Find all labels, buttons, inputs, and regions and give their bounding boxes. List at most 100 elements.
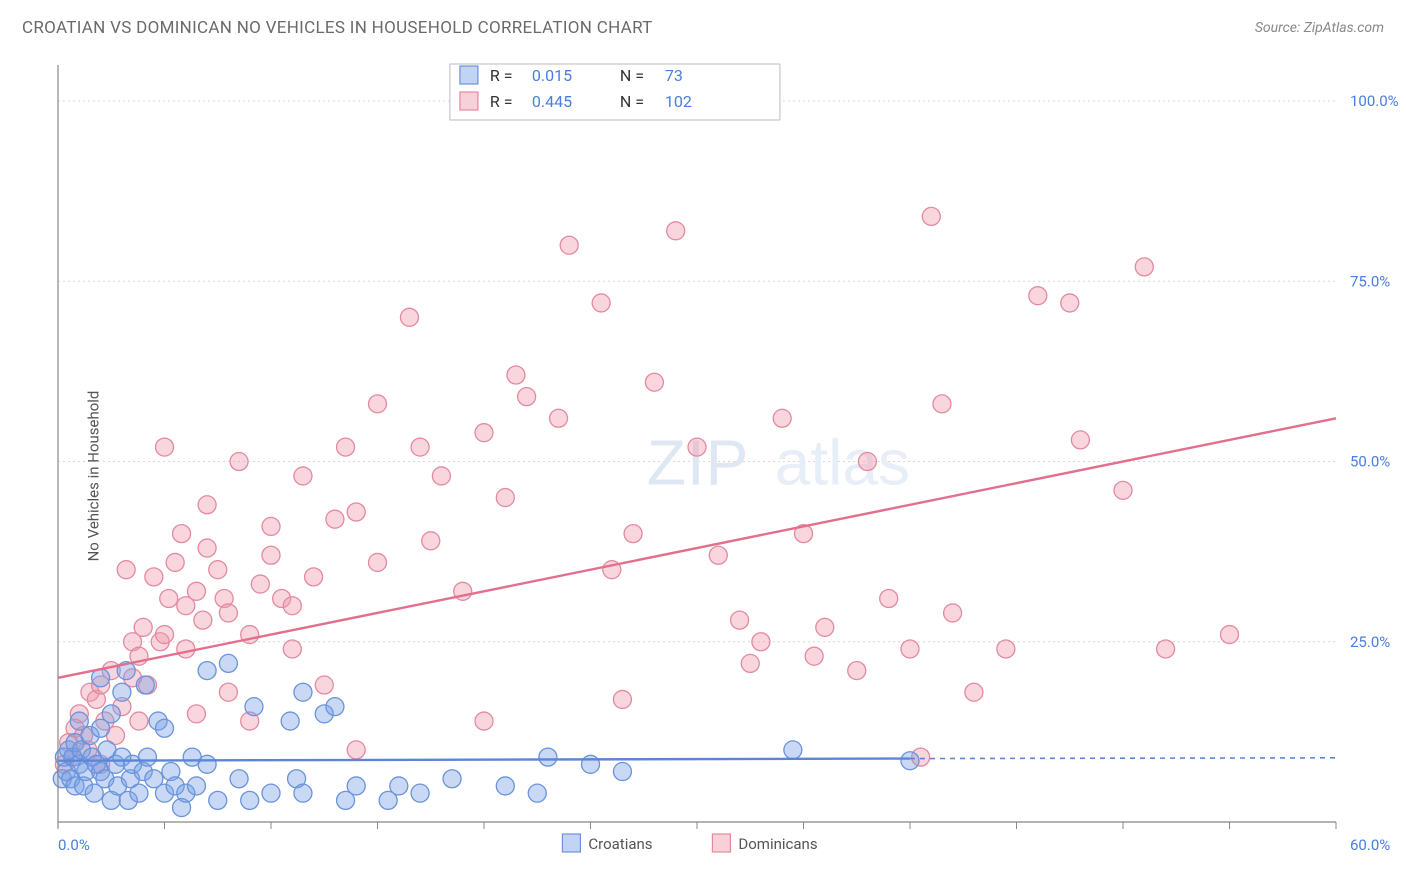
data-point bbox=[347, 741, 365, 759]
trend-line-croatians-ext bbox=[910, 758, 1336, 759]
data-point bbox=[130, 712, 148, 730]
data-point bbox=[187, 705, 205, 723]
svg-text:N =: N = bbox=[620, 92, 644, 111]
data-point bbox=[194, 611, 212, 629]
data-point bbox=[539, 748, 557, 766]
source-credit: Source: ZipAtlas.com bbox=[1255, 20, 1384, 36]
data-point bbox=[901, 752, 919, 770]
data-point bbox=[1157, 640, 1175, 658]
data-point bbox=[156, 626, 174, 644]
data-point bbox=[198, 496, 216, 514]
data-point bbox=[1029, 287, 1047, 305]
data-point bbox=[901, 640, 919, 658]
legend-label: Dominicans bbox=[738, 835, 817, 853]
svg-text:0.445: 0.445 bbox=[532, 92, 572, 111]
data-point bbox=[1061, 294, 1079, 312]
data-point bbox=[592, 294, 610, 312]
data-point bbox=[326, 510, 344, 528]
data-point bbox=[816, 618, 834, 636]
svg-text:50.0%: 50.0% bbox=[1350, 453, 1390, 471]
data-point bbox=[219, 683, 237, 701]
data-point bbox=[1071, 431, 1089, 449]
data-point bbox=[784, 741, 802, 759]
data-point bbox=[198, 539, 216, 557]
data-point bbox=[496, 777, 514, 795]
data-point bbox=[113, 683, 131, 701]
data-point bbox=[251, 575, 269, 593]
y-axis-label: No Vehicles in Household bbox=[84, 391, 102, 562]
data-point bbox=[187, 777, 205, 795]
data-point bbox=[1114, 481, 1132, 499]
data-point bbox=[294, 784, 312, 802]
data-point bbox=[230, 453, 248, 471]
legend-swatch-icon bbox=[712, 834, 730, 852]
data-point bbox=[138, 748, 156, 766]
data-point bbox=[731, 611, 749, 629]
data-point bbox=[369, 395, 387, 413]
svg-text:102: 102 bbox=[665, 92, 692, 111]
data-point bbox=[136, 676, 154, 694]
data-point bbox=[858, 453, 876, 471]
data-point bbox=[347, 777, 365, 795]
data-point bbox=[997, 640, 1015, 658]
svg-text:25.0%: 25.0% bbox=[1350, 633, 1390, 651]
svg-text:60.0%: 60.0% bbox=[1350, 836, 1390, 854]
data-point bbox=[173, 525, 191, 543]
data-point bbox=[550, 409, 568, 427]
data-point bbox=[369, 553, 387, 571]
data-point bbox=[326, 698, 344, 716]
svg-text:atlas: atlas bbox=[775, 426, 910, 498]
data-point bbox=[262, 517, 280, 535]
data-point bbox=[773, 409, 791, 427]
svg-text:73: 73 bbox=[665, 66, 683, 85]
data-point bbox=[160, 590, 178, 608]
data-point bbox=[219, 654, 237, 672]
data-point bbox=[411, 438, 429, 456]
data-point bbox=[613, 690, 631, 708]
svg-text:0.015: 0.015 bbox=[532, 66, 572, 85]
svg-text:R =: R = bbox=[490, 92, 513, 111]
data-point bbox=[880, 590, 898, 608]
data-point bbox=[294, 683, 312, 701]
data-point bbox=[315, 676, 333, 694]
svg-text:0.0%: 0.0% bbox=[58, 836, 90, 854]
data-point bbox=[848, 662, 866, 680]
legend-swatch-icon bbox=[562, 834, 580, 852]
svg-text:75.0%: 75.0% bbox=[1350, 272, 1390, 290]
data-point bbox=[92, 719, 110, 737]
data-point bbox=[209, 791, 227, 809]
data-point bbox=[198, 755, 216, 773]
data-point bbox=[241, 791, 259, 809]
data-point bbox=[305, 568, 323, 586]
data-point bbox=[230, 770, 248, 788]
data-point bbox=[422, 532, 440, 550]
page-title: CROATIAN VS DOMINICAN NO VEHICLES IN HOU… bbox=[22, 18, 653, 38]
data-point bbox=[805, 647, 823, 665]
legend-label: Croatians bbox=[588, 835, 652, 853]
data-point bbox=[496, 489, 514, 507]
data-point bbox=[475, 424, 493, 442]
data-point bbox=[475, 712, 493, 730]
data-point bbox=[752, 633, 770, 651]
legend-swatch-icon bbox=[460, 66, 478, 84]
data-point bbox=[209, 561, 227, 579]
data-point bbox=[507, 366, 525, 384]
data-point bbox=[130, 784, 148, 802]
data-point bbox=[645, 373, 663, 391]
data-point bbox=[156, 438, 174, 456]
data-point bbox=[709, 546, 727, 564]
data-point bbox=[219, 604, 237, 622]
svg-text:ZIP: ZIP bbox=[647, 426, 750, 498]
data-point bbox=[198, 662, 216, 680]
data-point bbox=[283, 640, 301, 658]
data-point bbox=[134, 618, 152, 636]
data-point bbox=[432, 467, 450, 485]
data-point bbox=[741, 654, 759, 672]
data-point bbox=[667, 222, 685, 240]
data-point bbox=[187, 582, 205, 600]
data-point bbox=[281, 712, 299, 730]
data-point bbox=[262, 546, 280, 564]
data-point bbox=[156, 719, 174, 737]
data-point bbox=[390, 777, 408, 795]
data-point bbox=[528, 784, 546, 802]
